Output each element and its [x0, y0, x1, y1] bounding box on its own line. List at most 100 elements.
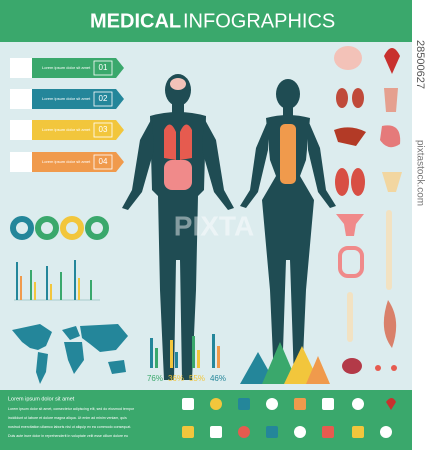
icon — [386, 398, 396, 410]
continent — [80, 324, 128, 352]
step-box — [93, 91, 113, 107]
step-ribbon — [32, 58, 124, 78]
bone-icon — [347, 292, 353, 342]
male-organ-icon — [384, 88, 398, 112]
icon — [210, 398, 222, 410]
neck — [283, 106, 293, 116]
watermark-brand: PIXTA — [174, 210, 254, 241]
step-number: 03 — [99, 125, 108, 134]
bladder-icon — [382, 172, 402, 192]
watermark-strip — [412, 0, 428, 450]
arm — [122, 118, 154, 210]
step-box — [93, 122, 113, 138]
icon — [352, 398, 364, 410]
bar — [170, 340, 173, 368]
icon — [380, 426, 392, 438]
footer-icons — [182, 398, 396, 438]
bar — [34, 282, 36, 300]
lung — [164, 124, 176, 160]
bar — [155, 348, 158, 368]
continent — [62, 326, 80, 340]
organ-icon — [342, 358, 362, 374]
intestines — [164, 160, 192, 190]
percent: 36% — [168, 374, 184, 383]
icon — [210, 426, 222, 438]
step-text: Lorem ipsum dolor sit amet — [42, 65, 91, 70]
intestine-icon — [338, 246, 364, 278]
neck — [172, 102, 184, 114]
header-band — [0, 0, 412, 42]
bar — [20, 276, 22, 300]
arm — [202, 118, 234, 210]
icon — [294, 426, 306, 438]
icon — [266, 426, 278, 438]
bar — [60, 272, 62, 300]
bar — [46, 266, 48, 300]
bar — [16, 262, 18, 300]
kidney-icon — [336, 88, 348, 108]
step-icon — [10, 89, 32, 109]
step-ribbon — [32, 89, 124, 109]
heart-icon — [384, 48, 400, 74]
bar — [175, 352, 178, 368]
bar-chart — [14, 260, 100, 301]
donut-row — [10, 216, 109, 240]
title-bold: MEDICAL — [90, 10, 181, 32]
liver-icon — [334, 127, 366, 146]
icon — [182, 426, 194, 438]
percent: 46% — [210, 374, 226, 383]
lung-icon — [335, 168, 349, 196]
icon — [182, 398, 194, 410]
bar — [50, 284, 52, 300]
donut — [85, 216, 109, 240]
female-body — [240, 79, 336, 380]
icon — [322, 398, 334, 410]
continent — [108, 360, 126, 374]
footer-line: incididunt ut labore et dolore magna ali… — [8, 416, 127, 420]
bar — [192, 336, 195, 368]
step-icon — [10, 120, 32, 140]
continent — [12, 324, 52, 350]
watermark-site: pixtastock.com — [414, 140, 425, 206]
continent — [36, 352, 48, 384]
lung-icon — [351, 168, 365, 196]
head — [276, 79, 300, 109]
footer-line: Lorem ipsum dolor sit amet, consectetur … — [8, 407, 135, 411]
organs — [280, 124, 296, 184]
icon — [238, 398, 250, 410]
lung — [180, 124, 192, 160]
step-text: Lorem ipsum dolor sit amet — [42, 127, 91, 132]
continent — [64, 342, 84, 374]
world-map — [12, 324, 128, 384]
footer-line: Duis aute irure dolor in reprehenderit i… — [8, 434, 128, 438]
percent: 76% — [147, 374, 163, 383]
kidney-icon — [352, 88, 364, 108]
bar — [90, 280, 92, 300]
brain — [170, 78, 186, 90]
watermark-id: 28500627 — [414, 40, 426, 89]
donut — [60, 216, 84, 240]
steps: Lorem ipsum dolor sit amet 01 Lorem ipsu… — [10, 58, 124, 172]
donut — [35, 216, 59, 240]
cell-icon — [391, 365, 397, 371]
step-icon — [10, 58, 32, 78]
arm — [240, 120, 268, 208]
triangle — [306, 356, 330, 384]
bar — [212, 334, 215, 368]
triangle-chart — [240, 342, 330, 384]
step-box — [93, 60, 113, 76]
footer-line: nostrud exercitation ullamco laboris nis… — [8, 425, 131, 429]
torso-legs — [262, 115, 314, 380]
bar — [150, 338, 153, 368]
brain-icon — [334, 46, 362, 70]
title-light: INFOGRAPHICS — [183, 10, 335, 32]
icon — [322, 426, 334, 438]
icon — [266, 398, 278, 410]
bar — [217, 346, 220, 368]
step-ribbon — [32, 120, 124, 140]
step-icon — [10, 152, 32, 172]
muscle-icon — [383, 300, 397, 348]
step-ribbon — [32, 152, 124, 172]
